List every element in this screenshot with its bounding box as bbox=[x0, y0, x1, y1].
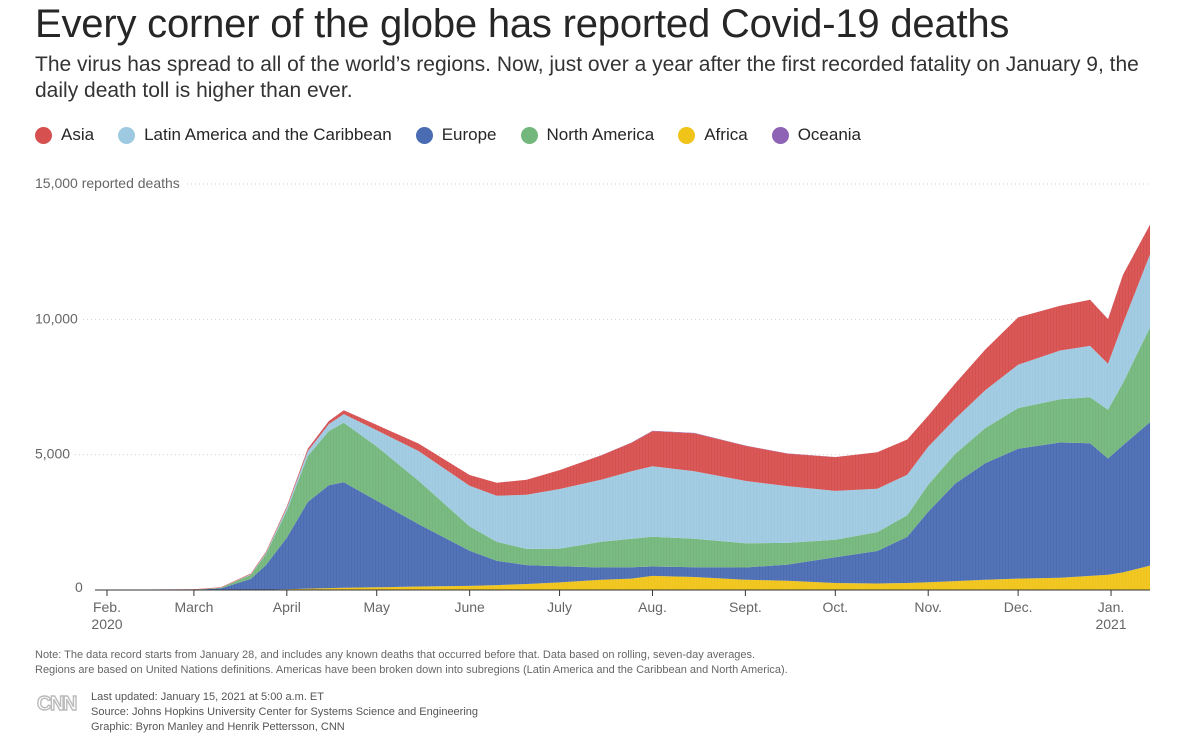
last-updated: Last updated: January 15, 2021 at 5:00 a… bbox=[91, 691, 324, 703]
note-line-2: Regions are based on United Nations defi… bbox=[35, 664, 788, 676]
legend-swatch-europe bbox=[415, 126, 433, 144]
x-tick-label: Nov. bbox=[914, 599, 942, 615]
note-line-1: Note: The data record starts from Januar… bbox=[35, 649, 756, 661]
x-tick-label: Sept. bbox=[729, 599, 762, 615]
x-tick-label: Feb. bbox=[93, 599, 121, 615]
x-tick-label: July bbox=[547, 599, 572, 615]
x-tick-label: Dec. bbox=[1004, 599, 1033, 615]
x-tick-sublabel: 2021 bbox=[1095, 616, 1126, 632]
legend-item-europe: Europe bbox=[415, 125, 497, 145]
legend-item-latin-america: Latin America and the Caribbean bbox=[118, 125, 392, 145]
legend-swatch-africa bbox=[678, 126, 696, 144]
legend-item-asia: Asia bbox=[35, 125, 94, 145]
x-tick-label: March bbox=[174, 599, 213, 615]
credits: Last updated: January 15, 2021 at 5:00 a… bbox=[91, 690, 478, 735]
x-tick-label: April bbox=[273, 599, 301, 615]
legend-swatch-north-america bbox=[520, 126, 538, 144]
graphic-credit: Graphic: Byron Manley and Henrik Petters… bbox=[91, 721, 345, 733]
legend-label-europe: Europe bbox=[441, 125, 497, 144]
y-tick-label: 10,000 bbox=[35, 310, 78, 326]
y-tick-label: 15,000 reported deaths bbox=[35, 175, 180, 191]
y-tick-label: 5,000 bbox=[35, 446, 70, 462]
source-credit: Source: Johns Hopkins University Center … bbox=[91, 706, 479, 718]
x-tick-label: Jan. bbox=[1098, 599, 1124, 615]
area-asia bbox=[95, 224, 1150, 590]
legend-swatch-oceania bbox=[771, 126, 789, 144]
x-tick-label: Oct. bbox=[822, 599, 848, 615]
x-tick-label: Aug. bbox=[638, 599, 667, 615]
area-europe bbox=[95, 422, 1150, 590]
chart-note: Note: The data record starts from Januar… bbox=[35, 648, 788, 678]
legend-swatch-asia bbox=[35, 126, 52, 144]
legend-label-latin-america: Latin America and the Caribbean bbox=[144, 125, 392, 144]
cnn-logo-icon: CNN bbox=[36, 692, 79, 714]
x-tick-sublabel: 2020 bbox=[91, 616, 122, 632]
legend: Asia Latin America and the Caribbean Eur… bbox=[35, 125, 885, 145]
y-tick-label: 0 bbox=[75, 579, 83, 595]
legend-label-oceania: Oceania bbox=[797, 125, 862, 144]
legend-swatch-latin-america bbox=[118, 126, 136, 144]
area-series-group bbox=[95, 224, 1150, 590]
chart-subtitle: The virus has spread to all of the world… bbox=[35, 53, 1139, 102]
legend-item-africa: Africa bbox=[678, 125, 748, 145]
area-africa bbox=[95, 565, 1150, 590]
svg-text:CNN: CNN bbox=[37, 693, 77, 714]
daily-bar-texture bbox=[94, 184, 1149, 590]
chart-title: Every corner of the globe has reported C… bbox=[35, 2, 1010, 46]
legend-item-oceania: Oceania bbox=[771, 125, 862, 145]
area-latin-america-and-the-caribbean bbox=[95, 254, 1150, 590]
x-tick-label: June bbox=[454, 599, 485, 615]
legend-label-north-america: North America bbox=[546, 125, 655, 144]
legend-label-africa: Africa bbox=[704, 125, 748, 144]
legend-label-asia: Asia bbox=[61, 125, 95, 144]
legend-item-north-america: North America bbox=[520, 125, 655, 145]
x-tick-label: May bbox=[364, 599, 390, 615]
